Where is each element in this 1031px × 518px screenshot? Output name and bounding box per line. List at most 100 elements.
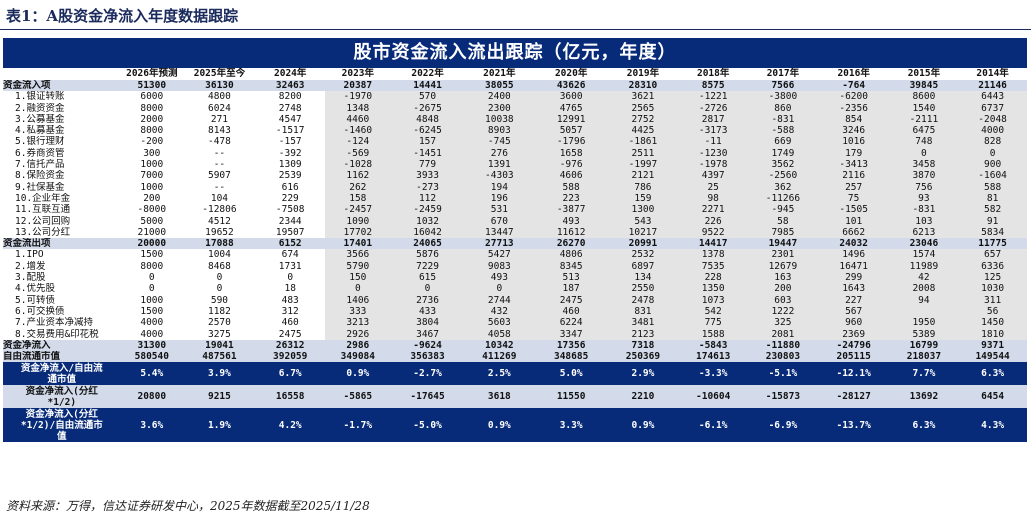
cell: 5.0% bbox=[534, 362, 608, 386]
cell: -5843 bbox=[678, 339, 749, 352]
cell: 588 bbox=[958, 181, 1027, 193]
inflow-row: 7.信托产品 1000 -- 1309 -1028 779 1391 -976 -1997 -19… bbox=[3, 159, 1027, 171]
cell: 6.7% bbox=[255, 362, 325, 386]
cell: 1540 bbox=[889, 102, 959, 114]
data-table-panel: 股市资金流入流出跟踪（亿元，年度） 2026年预测 2025年至今 2024年 202… bbox=[3, 38, 1027, 443]
row-label-line: 值 bbox=[57, 430, 67, 442]
cell: 1162 bbox=[324, 170, 392, 182]
cell: 349084 bbox=[324, 351, 392, 363]
cell: 542 bbox=[678, 305, 749, 318]
cell: 20387 bbox=[324, 80, 392, 92]
column-header: 2023年 bbox=[341, 68, 375, 79]
outflow-row: 8.交易费用&印花税 4000 3275 2475 2926 3467 4058 3347 21… bbox=[3, 328, 1027, 340]
cell: 2986 bbox=[324, 339, 392, 352]
row-label: 3.配股 bbox=[15, 272, 46, 284]
cell: 271 bbox=[210, 113, 229, 125]
cell: 2511 bbox=[607, 147, 679, 160]
cell: 223 bbox=[534, 192, 608, 205]
inflow-row: 9.社保基金 1000 -- 616 262 -273 194 588 786 25 362 257 7… bbox=[3, 181, 1027, 193]
cell bbox=[889, 305, 959, 318]
cell: 6152 bbox=[255, 238, 325, 250]
cell: 43626 bbox=[534, 80, 608, 92]
cell: 6.3% bbox=[889, 408, 959, 443]
column-header: 2019年 bbox=[626, 68, 660, 79]
cell: 6000 bbox=[140, 91, 164, 103]
cell: 20800 bbox=[120, 385, 184, 409]
cell: 3870 bbox=[889, 170, 959, 182]
cell: 1658 bbox=[534, 147, 608, 160]
cell: 3458 bbox=[889, 159, 959, 171]
outflow-row: 1.IPO 1500 1004 674 3566 5876 5427 4806 2532 1378… bbox=[3, 249, 1027, 261]
cell: 582 bbox=[958, 204, 1027, 216]
row-label: 2.增发 bbox=[15, 260, 46, 272]
cell: 460 bbox=[281, 317, 299, 329]
cell: 28310 bbox=[607, 80, 679, 92]
cell: 31300 bbox=[120, 339, 184, 352]
cell: 580540 bbox=[120, 351, 184, 363]
column-header: 2024年 bbox=[274, 68, 307, 79]
cell: 1378 bbox=[678, 249, 749, 261]
inflow-row: 11.互联互通 -8000 -12806 -7508 -2457 -2459 531 -387… bbox=[3, 204, 1027, 216]
cell: -1451 bbox=[391, 147, 464, 160]
cell: 4397 bbox=[678, 170, 749, 182]
cell: 104 bbox=[210, 192, 229, 204]
inflow-row: 12.公司回购 5000 4512 2344 1090 1032 670 493 543 226 5… bbox=[3, 215, 1027, 227]
cell: 250369 bbox=[607, 351, 679, 363]
cell: -945 bbox=[748, 204, 818, 216]
cell: 603 bbox=[748, 294, 818, 306]
cell: 1222 bbox=[748, 305, 818, 318]
cell: 3213 bbox=[324, 317, 392, 329]
inflow-total-row: 资金流入项 51300 36130 32463 20387 14441 38055 43626… bbox=[3, 80, 1027, 92]
cell: 2475 bbox=[278, 328, 302, 340]
row-label: 11.互联互通 bbox=[15, 204, 71, 216]
cell: 17356 bbox=[534, 339, 608, 352]
row-label: 6.券商资管 bbox=[15, 147, 65, 159]
cell: 4000 bbox=[140, 317, 164, 329]
cell: -- bbox=[213, 147, 226, 159]
inflow-row: 3.公募基金 2000 271 4547 4460 4848 10038 12991 2752 2… bbox=[3, 113, 1027, 126]
cell: 228 bbox=[678, 272, 749, 284]
cell: 3562 bbox=[748, 159, 818, 171]
cell: -2459 bbox=[391, 204, 464, 216]
cell: 125 bbox=[958, 272, 1027, 284]
net-inflow-row: 资金净流入 31300 19041 26312 2986 -9624 10342 17356 7… bbox=[3, 339, 1027, 352]
cell: 411269 bbox=[463, 351, 535, 363]
cell: -1505 bbox=[817, 204, 890, 216]
cell: 0 bbox=[889, 147, 959, 160]
cell: 8345 bbox=[534, 260, 608, 273]
cell: 19447 bbox=[748, 238, 818, 250]
cell: -157 bbox=[278, 136, 302, 148]
cell: 205115 bbox=[817, 351, 890, 363]
cell: 3481 bbox=[607, 317, 679, 329]
cell: 1004 bbox=[207, 249, 231, 261]
cell: 56 bbox=[958, 305, 1027, 318]
row-label: 13.公司分红 bbox=[15, 226, 71, 238]
cell: 6224 bbox=[534, 317, 608, 329]
cell: 786 bbox=[607, 181, 679, 193]
fund-flow-table: 2026年预测 2025年至今 2024年 2023年 2022年 2021年 2020年 2… bbox=[3, 68, 1027, 443]
cell: -1221 bbox=[678, 91, 749, 103]
cell: -11 bbox=[678, 136, 749, 148]
cell: -11880 bbox=[748, 339, 818, 352]
source-note: 资料来源：万得，信达证券研发中心，2025年数据截至2025/11/28 bbox=[6, 499, 370, 513]
row-label: 4.私募基金 bbox=[15, 125, 65, 137]
cell: -764 bbox=[817, 80, 890, 92]
row-label: 资金净流入(分红 *1/2) bbox=[3, 385, 121, 409]
cell: 8000 bbox=[140, 125, 164, 137]
cell: -9624 bbox=[391, 339, 464, 352]
cell: 3933 bbox=[391, 170, 464, 182]
cell: -15873 bbox=[748, 385, 818, 409]
cell: 1350 bbox=[678, 283, 749, 295]
cell: 16471 bbox=[817, 260, 890, 273]
cell: -2048 bbox=[958, 113, 1027, 126]
cell: 3.6% bbox=[120, 408, 184, 443]
cell: 26270 bbox=[534, 238, 608, 250]
cell: 4425 bbox=[607, 125, 679, 137]
column-header: 2022年 bbox=[411, 68, 444, 79]
row-label: 7.产业资本净减持 bbox=[15, 317, 93, 329]
cell: 1000 bbox=[140, 159, 164, 171]
column-header: 2021年 bbox=[483, 68, 516, 79]
cell: 6443 bbox=[958, 91, 1027, 103]
cell: -1230 bbox=[678, 147, 749, 160]
cell: 200 bbox=[748, 283, 818, 295]
